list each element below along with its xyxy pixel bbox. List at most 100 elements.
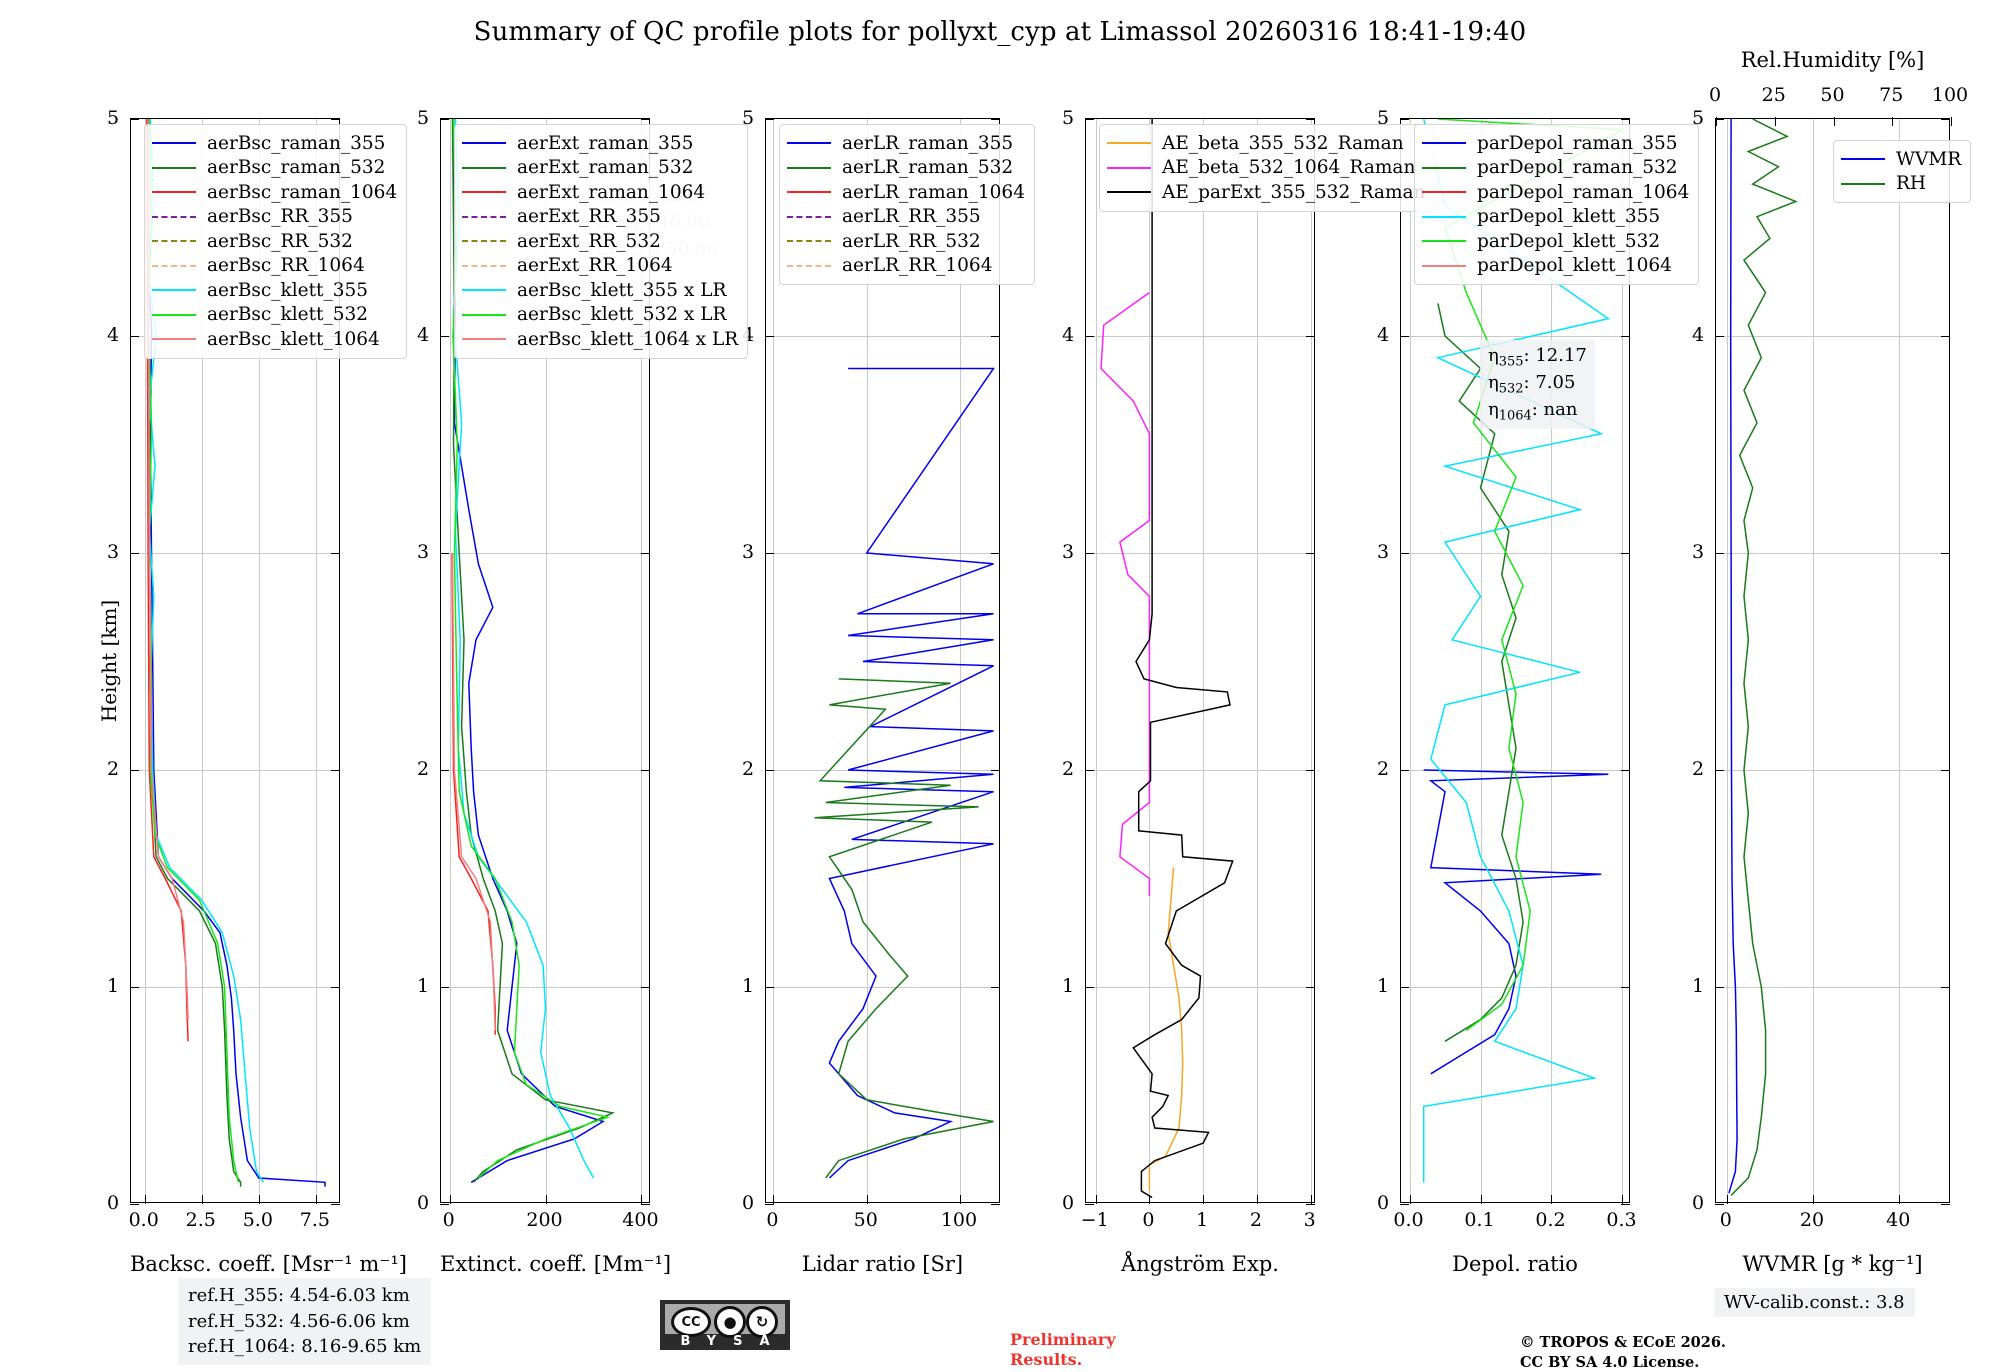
data-series [828,367,995,1179]
legend-label: aerLR_RR_355 [842,206,981,228]
legend-item[interactable]: aerLR_RR_532 [787,229,1025,254]
x-tick-label: 7.5 [299,1209,330,1231]
y-tick [1715,770,1724,772]
legend-item[interactable]: aerExt_RR_1064 [462,254,738,279]
legend-item[interactable]: aerExt_RR_355 [462,205,738,230]
gridline-horizontal [131,553,339,554]
y-tick-label: 3 [1691,541,1705,563]
legend-color-swatch [462,142,506,145]
y-tick [1085,336,1094,338]
legend-item[interactable]: aerExt_raman_532 [462,156,738,181]
y-tick-label: 1 [106,975,120,997]
legend-item[interactable]: parDepol_raman_355 [1422,131,1689,156]
y-tick [440,119,449,121]
legend-item[interactable]: parDepol_klett_1064 [1422,254,1689,279]
y-tick-label: 5 [1061,107,1075,129]
y-tick [1306,553,1315,555]
y-tick [1400,1204,1409,1206]
cc-badge-terms: BYSA [680,1334,787,1349]
legend-color-swatch [1422,215,1466,218]
legend-item[interactable]: aerBsc_raman_532 [152,156,397,181]
legend-color-swatch [787,264,831,267]
legend-item[interactable]: aerExt_raman_1064 [462,180,738,205]
legend-item[interactable]: AE_parExt_355_532_Raman [1107,180,1425,205]
legend-item[interactable]: aerBsc_klett_1064 [152,327,397,352]
data-series [1148,867,1184,1191]
gridline-vertical [545,119,547,1202]
legend-item[interactable]: AE_beta_532_1064_Raman [1107,156,1425,181]
y-tick [765,1204,774,1206]
y-axis-title: Height [km] [97,599,122,722]
y-tick [1941,987,1950,989]
legend-label: aerExt_raman_355 [517,132,694,154]
x-tick [201,1195,203,1204]
y-tick [1715,119,1724,121]
y-tick [1306,770,1315,772]
x-tick [641,1195,643,1204]
legend-item[interactable]: RH [1841,172,1961,197]
legend-item[interactable]: aerBsc_klett_532 [152,303,397,328]
x-tick-label: 200 [526,1209,563,1231]
legend-item[interactable]: aerBsc_RR_355 [152,205,397,230]
legend-item[interactable]: aerBsc_RR_532 [152,229,397,254]
y-tick [1621,1204,1630,1206]
legend-item[interactable]: aerLR_raman_355 [787,131,1025,156]
legend-item[interactable]: aerExt_RR_532 [462,229,738,254]
legend-item[interactable]: WVMR [1841,147,1961,172]
y-tick [1621,770,1630,772]
x-axis-title-angstrom: Ångström Exp. [1121,1252,1279,1276]
series-layer [1728,119,1798,1196]
legend-label: aerExt_raman_1064 [517,181,706,203]
legend-color-swatch [462,289,506,292]
legend-item[interactable]: aerBsc_klett_532 x LR [462,303,738,328]
x-tick [1149,1195,1151,1204]
y-tick-label: 2 [1691,758,1705,780]
y-tick-label: 0 [416,1192,430,1214]
x-tick-label: 1 [1196,1209,1209,1231]
y-tick-label: 2 [106,758,120,780]
legend-item[interactable]: parDepol_klett_355 [1422,205,1689,230]
y-tick [130,987,139,989]
y-tick [641,987,650,989]
y-tick-label: 0 [1376,1192,1390,1214]
eta-annotation: η355: 12.17 η532: 7.05 η1064: nan [1480,340,1595,430]
gridline-vertical [641,119,643,1202]
x-tick [315,1195,317,1204]
y-tick-label: 5 [1691,107,1705,129]
y-tick [440,987,449,989]
legend-label: aerBsc_klett_1064 x LR [517,328,739,350]
legend-item[interactable]: aerExt_raman_355 [462,131,738,156]
legend-item[interactable]: aerLR_raman_532 [787,156,1025,181]
data-series [1423,769,1609,1075]
legend-label: aerBsc_klett_532 [207,304,369,326]
y-tick [1941,770,1950,772]
y-tick [440,770,449,772]
legend-item[interactable]: aerBsc_RR_1064 [152,254,397,279]
series-layer [1100,119,1234,1199]
legend-item[interactable]: aerBsc_klett_355 [152,278,397,303]
legend-item[interactable]: parDepol_klett_532 [1422,229,1689,254]
legend-item[interactable]: aerBsc_klett_355 x LR [462,278,738,303]
y-tick [1400,770,1409,772]
y-tick-label: 2 [1376,758,1390,780]
legend-color-swatch [1841,182,1885,185]
x-tick-label: 0 [1719,1209,1732,1231]
legend-label: parDepol_raman_355 [1477,132,1678,154]
legend-item[interactable]: aerBsc_klett_1064 x LR [462,327,738,352]
y-tick [1085,553,1094,555]
legend-color-swatch [787,240,831,243]
legend-item[interactable]: aerBsc_raman_355 [152,131,397,156]
legend-item[interactable]: parDepol_raman_1064 [1422,180,1689,205]
legend-item[interactable]: aerLR_RR_1064 [787,254,1025,279]
series-layer [814,367,995,1179]
x-tick [1813,1195,1815,1204]
legend-item[interactable]: AE_beta_355_532_Raman [1107,131,1425,156]
gridline-horizontal [766,336,999,337]
y-tick [130,553,139,555]
legend-color-swatch [787,142,831,145]
data-series [452,119,611,1179]
legend-item[interactable]: aerBsc_raman_1064 [152,180,397,205]
legend-item[interactable]: aerLR_raman_1064 [787,180,1025,205]
legend-item[interactable]: parDepol_raman_532 [1422,156,1689,181]
legend-item[interactable]: aerLR_RR_355 [787,205,1025,230]
